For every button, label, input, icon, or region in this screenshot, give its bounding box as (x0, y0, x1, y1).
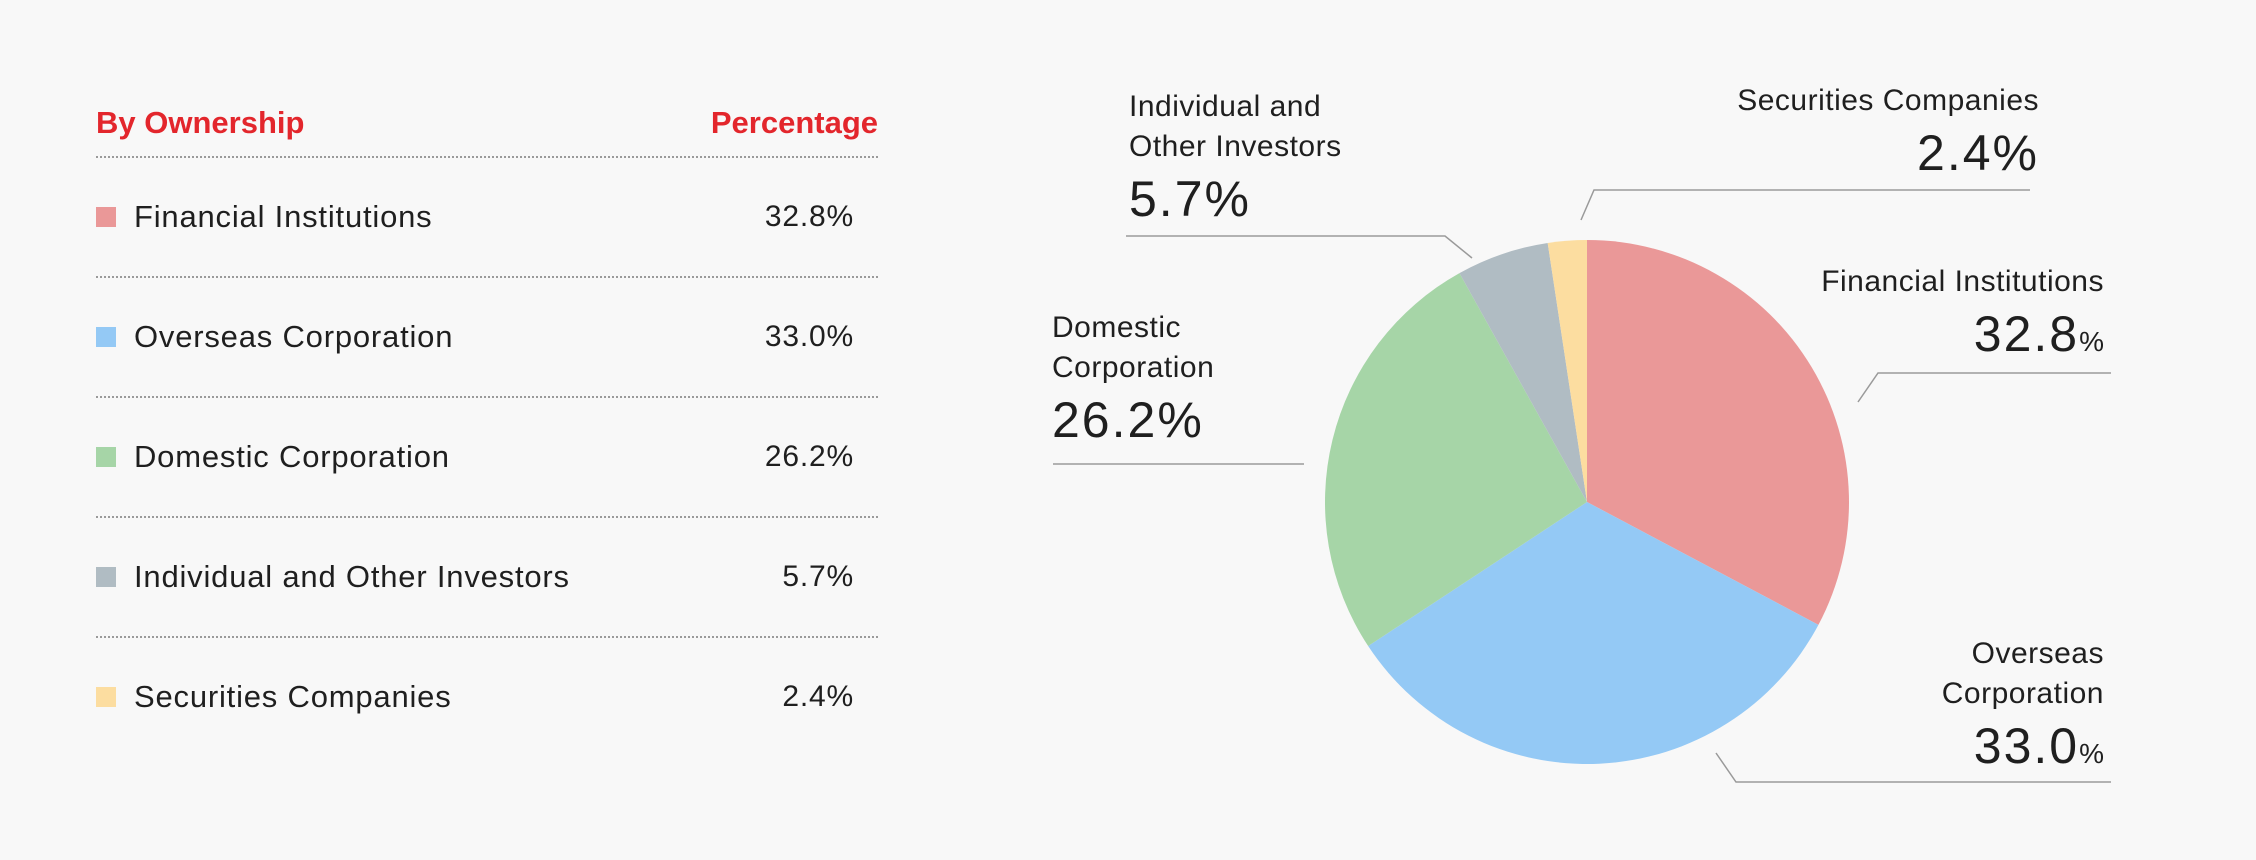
callout-securities: Securities Companies 2.4% (1737, 81, 2039, 181)
callout-line2: Corporation (1941, 677, 2104, 710)
callout-line1: Individual and (1129, 90, 1322, 123)
pie-slice-financial-institutions (1587, 240, 1849, 625)
row-value: 26.2% (764, 440, 854, 473)
value-unit: % (1204, 171, 1251, 227)
row-label: Individual and Other Investors (134, 559, 570, 594)
callout-value: 33.0% (1942, 718, 2104, 782)
callout-value: 26.2% (1052, 392, 1214, 448)
legend-swatch (96, 327, 116, 347)
table-row: Individual and Other Investors 5.7% (96, 518, 878, 638)
callout-line2: Other Investors (1129, 130, 1342, 163)
value-unit: % (2079, 326, 2104, 357)
table-header: By Ownership Percentage (96, 90, 878, 158)
leader-lines (1053, 189, 2111, 783)
callout-name: Securities Companies (1737, 84, 2039, 117)
pie-slice-overseas-corporation (1368, 502, 1819, 764)
row-value: 2.4% (782, 680, 854, 713)
callout-value: 2.4% (1737, 125, 2039, 181)
header-percentage: Percentage (710, 105, 878, 140)
callout-financial: Financial Institutions 32.8% (1821, 262, 2104, 370)
callout-individual: Individual and Other Investors 5.7% (1129, 87, 1342, 227)
table-row: Financial Institutions 32.8% (96, 158, 878, 278)
callout-value: 32.8% (1821, 306, 2104, 370)
table-row: Domestic Corporation 26.2% (96, 398, 878, 518)
callout-overseas: Overseas Corporation 33.0% (1942, 634, 2104, 782)
row-value: 5.7% (782, 560, 854, 593)
row-value: 33.0% (764, 320, 854, 353)
callout-value: 5.7% (1129, 171, 1342, 227)
leader-line-individual (1126, 235, 1473, 259)
row-label: Financial Institutions (134, 199, 433, 234)
callout-line1: Domestic (1052, 311, 1182, 344)
row-label: Securities Companies (134, 679, 452, 714)
ownership-table: By Ownership Percentage Financial Instit… (96, 90, 878, 756)
legend-swatch (96, 207, 116, 227)
table-row: Overseas Corporation 33.0% (96, 278, 878, 398)
pie-chart: Financial Institutions 32.8% Overseas Co… (1000, 0, 2256, 860)
table-row: Securities Companies 2.4% (96, 638, 878, 756)
callout-name: Financial Institutions (1821, 265, 2104, 298)
row-label: Overseas Corporation (134, 319, 454, 354)
value-unit: % (1157, 392, 1204, 448)
value-number: 26.2 (1052, 392, 1158, 448)
value-unit: % (2079, 738, 2104, 769)
callout-line2: Corporation (1052, 351, 1215, 384)
row-label: Domestic Corporation (134, 439, 450, 474)
value-number: 32.8 (1973, 306, 2080, 362)
value-number: 2.4 (1917, 125, 1993, 181)
legend-swatch (96, 567, 116, 587)
value-unit: % (1992, 125, 2039, 181)
row-value: 32.8% (764, 200, 854, 233)
pie-slice-domestic-corporation (1325, 273, 1587, 647)
value-number: 5.7 (1129, 171, 1205, 227)
leader-line-financial (1857, 372, 2111, 403)
legend-swatch (96, 447, 116, 467)
pie-slice-securities-companies (1547, 240, 1587, 502)
leader-line-overseas (1715, 752, 2111, 783)
leader-line-securities (1580, 189, 2030, 221)
callout-domestic: Domestic Corporation 26.2% (1052, 308, 1214, 448)
value-number: 33.0 (1973, 718, 2080, 774)
pie-chart-svg (1053, 189, 2111, 783)
legend-swatch (96, 687, 116, 707)
pie-slices (1325, 240, 1849, 764)
callout-line1: Overseas (1971, 637, 2104, 670)
pie-slice-individual-and-other-investors (1459, 242, 1587, 502)
header-by-ownership: By Ownership (96, 105, 305, 140)
